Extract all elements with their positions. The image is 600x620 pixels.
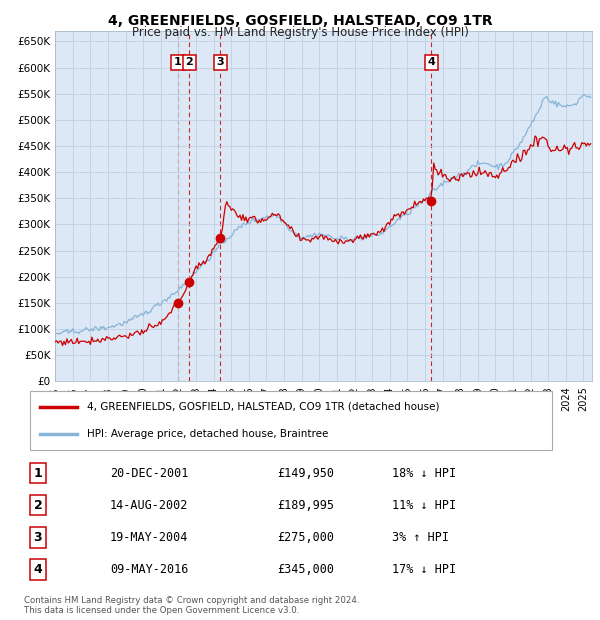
Text: £189,995: £189,995 xyxy=(277,498,334,511)
Text: Price paid vs. HM Land Registry's House Price Index (HPI): Price paid vs. HM Land Registry's House … xyxy=(131,26,469,39)
Text: 2: 2 xyxy=(34,498,42,511)
Text: £149,950: £149,950 xyxy=(277,467,334,480)
Text: £345,000: £345,000 xyxy=(277,563,334,576)
FancyBboxPatch shape xyxy=(30,391,552,450)
Text: 4: 4 xyxy=(427,58,435,68)
Text: 4, GREENFIELDS, GOSFIELD, HALSTEAD, CO9 1TR: 4, GREENFIELDS, GOSFIELD, HALSTEAD, CO9 … xyxy=(107,14,493,28)
Text: 1: 1 xyxy=(174,58,182,68)
Text: 4: 4 xyxy=(34,563,42,576)
Text: 18% ↓ HPI: 18% ↓ HPI xyxy=(392,467,456,480)
Text: HPI: Average price, detached house, Braintree: HPI: Average price, detached house, Brai… xyxy=(88,428,329,438)
Text: 09-MAY-2016: 09-MAY-2016 xyxy=(110,563,188,576)
Text: 2: 2 xyxy=(185,58,193,68)
Text: 1: 1 xyxy=(34,467,42,480)
Text: 19-MAY-2004: 19-MAY-2004 xyxy=(110,531,188,544)
Text: 17% ↓ HPI: 17% ↓ HPI xyxy=(392,563,456,576)
Text: £275,000: £275,000 xyxy=(277,531,334,544)
Text: 3: 3 xyxy=(34,531,42,544)
Text: 11% ↓ HPI: 11% ↓ HPI xyxy=(392,498,456,511)
Text: 4, GREENFIELDS, GOSFIELD, HALSTEAD, CO9 1TR (detached house): 4, GREENFIELDS, GOSFIELD, HALSTEAD, CO9 … xyxy=(88,402,440,412)
Text: 3: 3 xyxy=(217,58,224,68)
Text: 3% ↑ HPI: 3% ↑ HPI xyxy=(392,531,449,544)
Text: 14-AUG-2002: 14-AUG-2002 xyxy=(110,498,188,511)
Text: 20-DEC-2001: 20-DEC-2001 xyxy=(110,467,188,480)
Text: Contains HM Land Registry data © Crown copyright and database right 2024.
This d: Contains HM Land Registry data © Crown c… xyxy=(23,596,359,615)
